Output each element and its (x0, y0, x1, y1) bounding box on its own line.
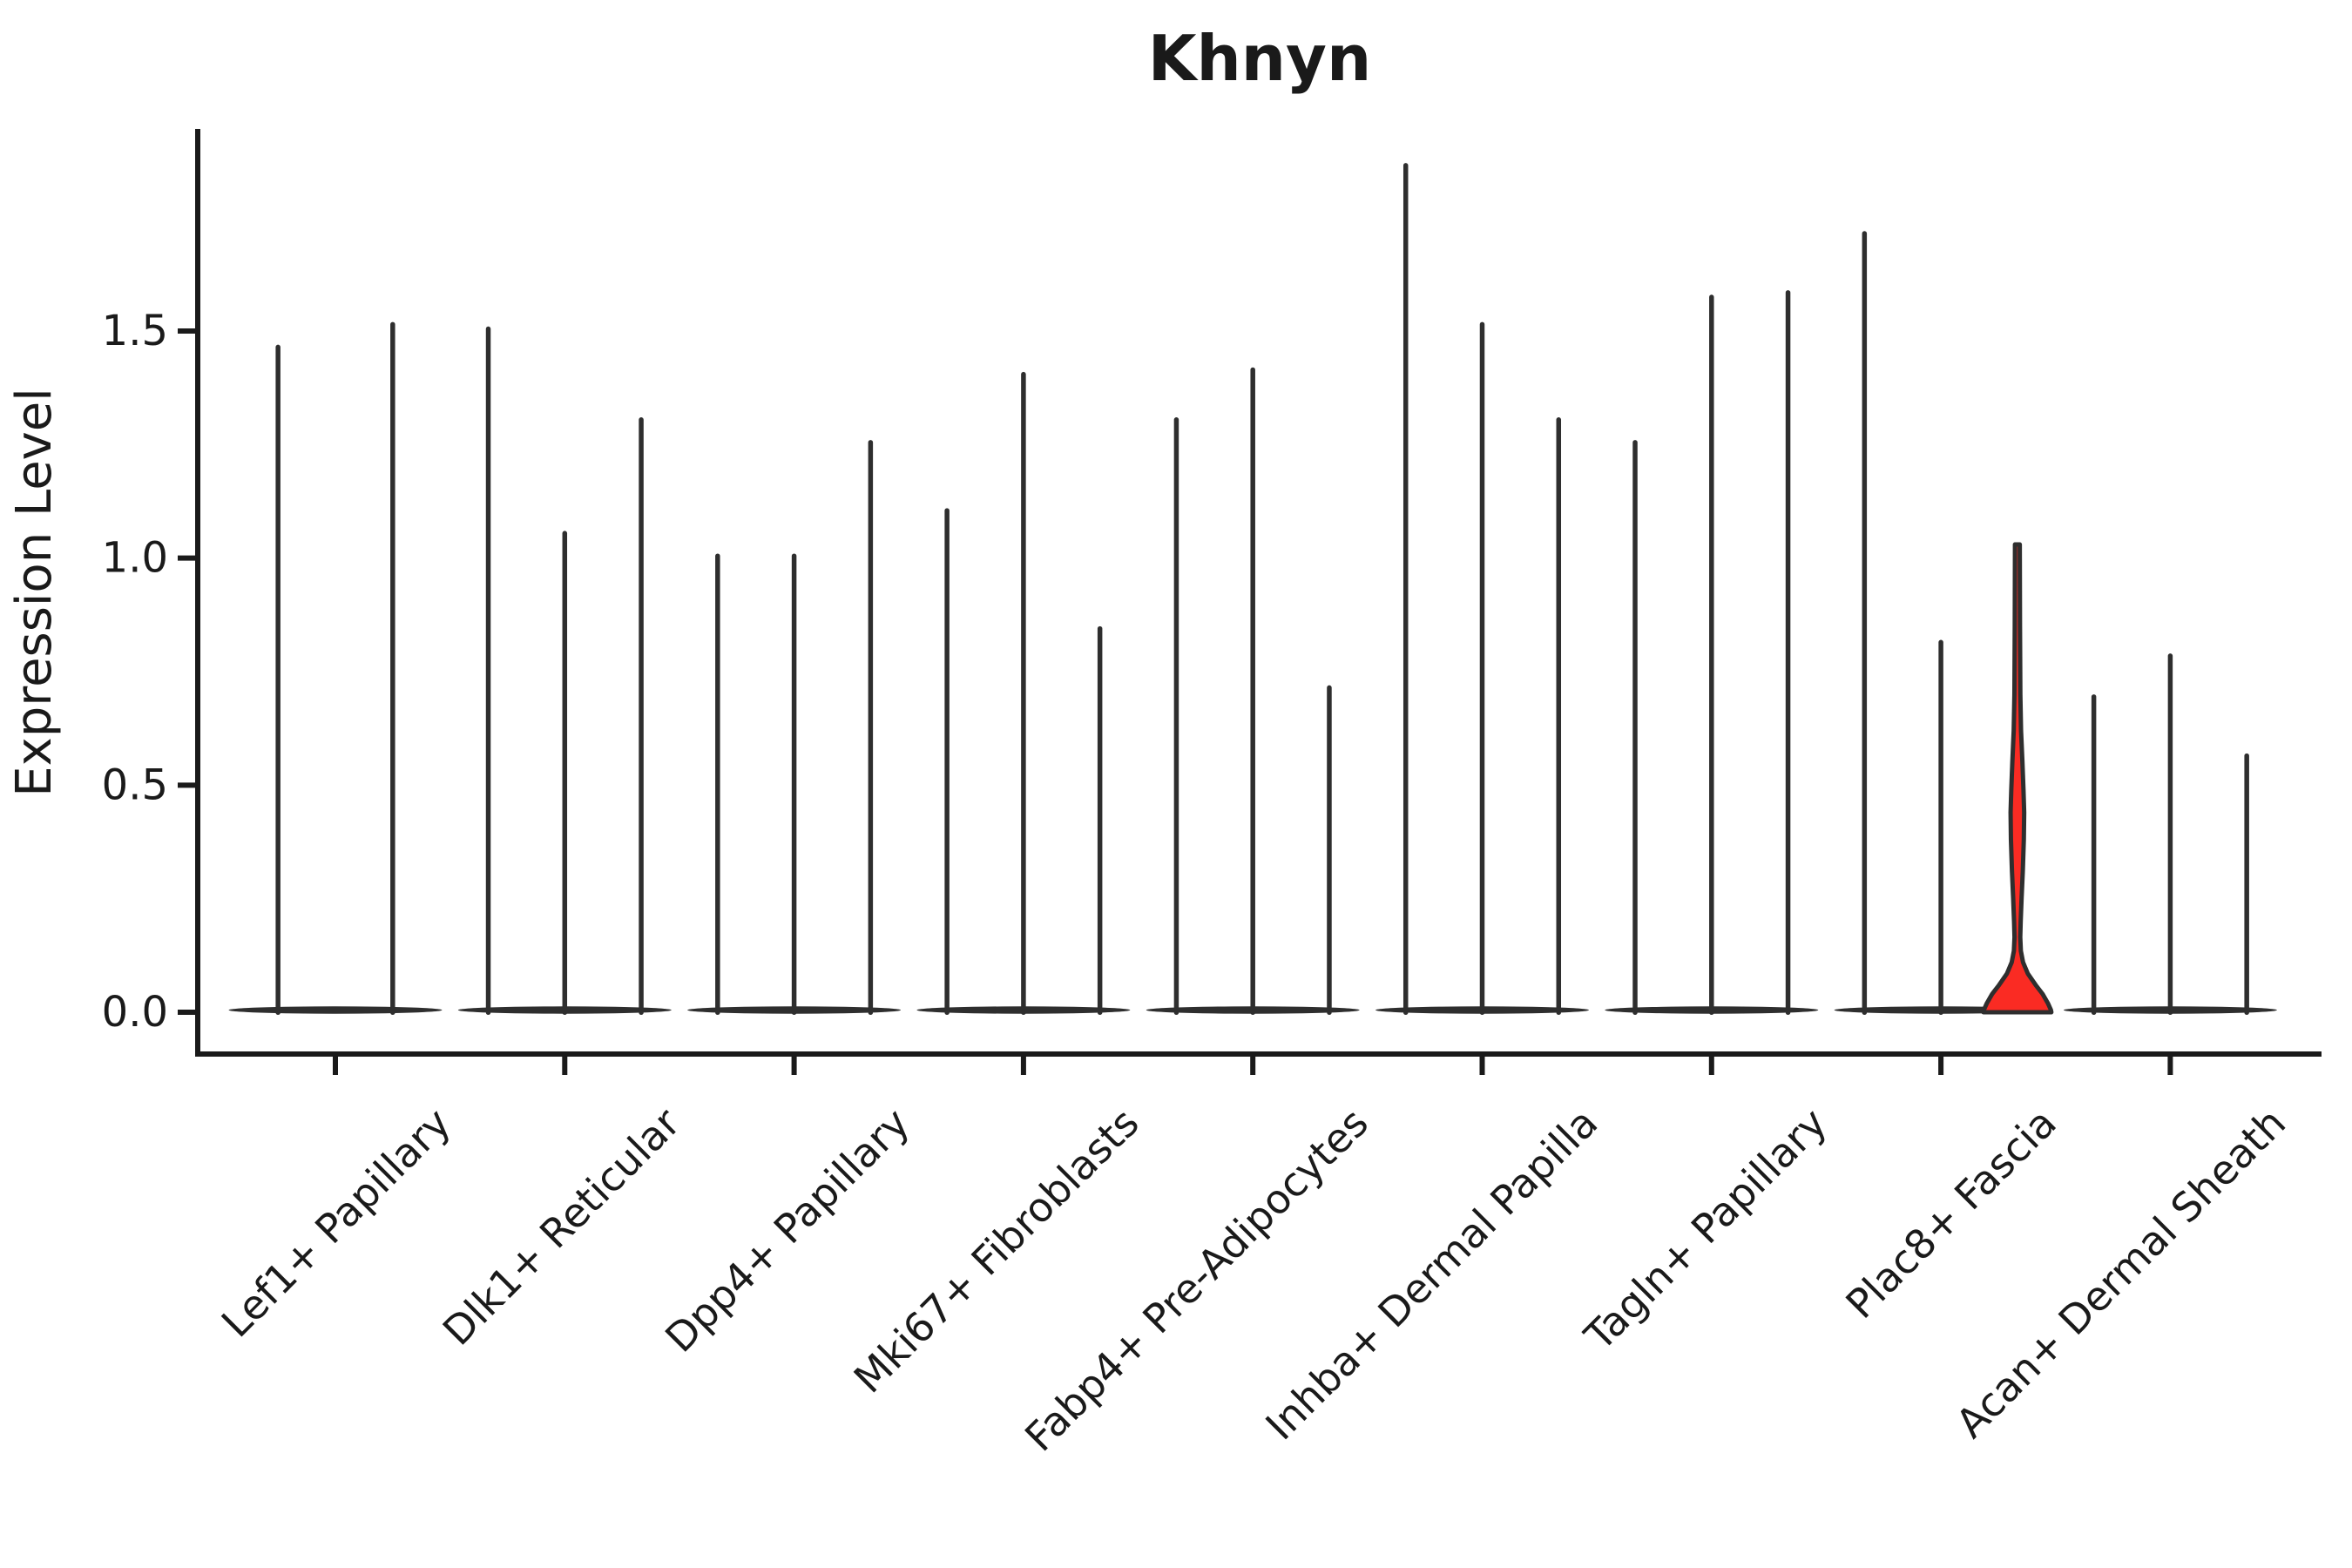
violin-baseline (228, 1006, 443, 1014)
y-tick-label: 1.0 (102, 534, 168, 583)
violin-spike (1173, 417, 1179, 1015)
violin-spike (2244, 753, 2249, 1015)
violin-spike (1479, 321, 1485, 1016)
violin-spike (1097, 625, 1103, 1015)
x-tick-label: Dpp4+ Papillary (656, 1099, 918, 1362)
y-axis-label: Expression Level (6, 388, 63, 797)
x-tick-label: Plac8+ Fascia (1836, 1099, 2065, 1328)
violin-spike (1709, 294, 1714, 1016)
y-tick-label: 1.5 (102, 307, 168, 355)
violin-spike (1556, 417, 1562, 1015)
x-tick-label: Tagln+ Papillary (1575, 1099, 1836, 1361)
highlight-violin (1981, 542, 2054, 1015)
violin-spike (562, 531, 568, 1015)
violin-spike (715, 553, 720, 1015)
violin-spike (1785, 290, 1791, 1015)
violin-spike (1938, 639, 1943, 1015)
violin-spike (390, 321, 395, 1016)
violin-spike (1021, 371, 1026, 1016)
violin-spike (275, 344, 280, 1015)
violin-spike (2167, 653, 2173, 1015)
violin-spike (485, 326, 491, 1015)
y-tick-label: 0.0 (102, 988, 168, 1037)
violin-spike (1862, 231, 1868, 1016)
x-tick-label: Dlk1+ Reticular (434, 1099, 689, 1355)
violin-spike (791, 553, 797, 1015)
violin-spike (1402, 163, 1409, 1015)
violin-spike (1327, 685, 1332, 1015)
plot-title: Khnyn (1148, 22, 1372, 95)
violin-spike (2091, 694, 2097, 1015)
violin-spike (1250, 367, 1255, 1015)
y-tick-label: 0.5 (102, 760, 168, 809)
violin-spike (944, 508, 950, 1015)
violin-spike (868, 440, 874, 1015)
violin-spike (1632, 440, 1638, 1015)
violin-spike (639, 417, 644, 1015)
x-tick-label: Lef1+ Papillary (213, 1099, 460, 1347)
